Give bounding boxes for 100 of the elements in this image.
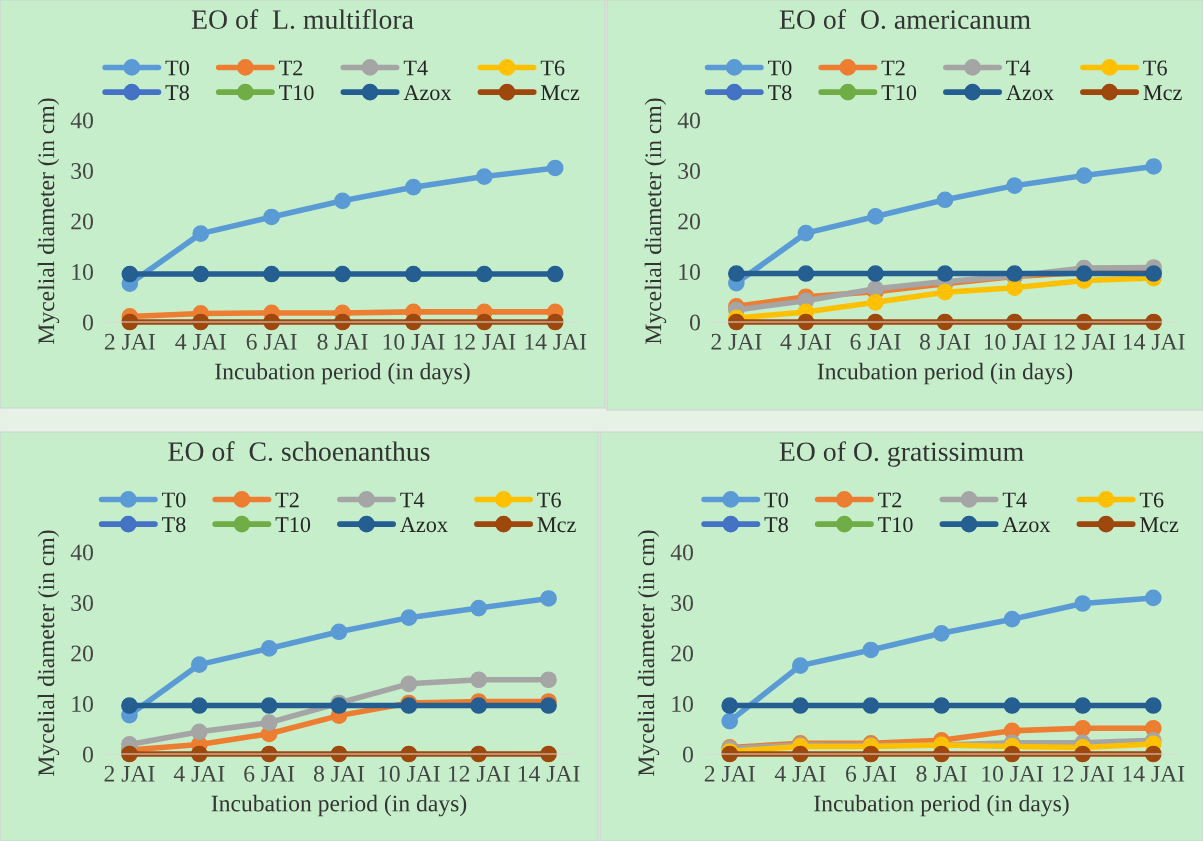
x-tick-label: 12 JAI bbox=[448, 765, 510, 782]
legend-label: T0 bbox=[764, 492, 788, 508]
legend-label: Mcz bbox=[537, 517, 576, 533]
point bbox=[405, 265, 422, 283]
y-tick-label: 20 bbox=[71, 213, 93, 230]
point bbox=[936, 191, 954, 209]
legend-label: T10 bbox=[275, 517, 311, 533]
point bbox=[260, 714, 278, 732]
legend-label: T8 bbox=[764, 517, 788, 533]
legend-label: T10 bbox=[881, 85, 917, 101]
legend-label: T8 bbox=[162, 517, 186, 533]
x-tick-label: 4 JAI bbox=[780, 333, 831, 350]
legend-label: T0 bbox=[165, 60, 189, 76]
point bbox=[190, 723, 208, 741]
point bbox=[470, 599, 488, 617]
x-tick-label: 8 JAI bbox=[313, 765, 365, 782]
x-tick-label: 6 JAI bbox=[850, 333, 901, 350]
y-tick-label: 0 bbox=[689, 314, 700, 331]
point bbox=[862, 697, 880, 714]
y-tick-label: 20 bbox=[71, 645, 93, 662]
point bbox=[263, 208, 280, 226]
point bbox=[728, 265, 745, 282]
point bbox=[540, 590, 557, 607]
x-tick-label: 8 JAI bbox=[919, 333, 971, 350]
legend-label: Azox bbox=[1002, 517, 1051, 533]
point bbox=[862, 641, 880, 659]
x-tick-label: 8 JAI bbox=[916, 765, 967, 782]
y-tick-label: 30 bbox=[678, 162, 700, 179]
point bbox=[721, 697, 739, 714]
legend-label: Mcz bbox=[1140, 517, 1179, 533]
x-tick-label: 6 JAI bbox=[246, 333, 297, 350]
legend-label: T2 bbox=[275, 492, 299, 508]
point bbox=[405, 178, 422, 196]
y-axis-title: Mycelial diameter (in cm) bbox=[37, 98, 60, 344]
point bbox=[867, 293, 884, 311]
x-tick-label: 14 JAI bbox=[518, 765, 580, 782]
x-tick-label: 6 JAI bbox=[244, 765, 295, 782]
point bbox=[470, 671, 488, 689]
chart-title: EO of L. multiflora bbox=[191, 9, 414, 30]
x-tick-label: 4 JAI bbox=[173, 765, 225, 782]
legend-label: T4 bbox=[403, 60, 428, 76]
point bbox=[546, 265, 564, 283]
point bbox=[936, 265, 954, 282]
x-tick-label: 12 JAI bbox=[1054, 333, 1116, 350]
point bbox=[400, 609, 418, 626]
x-tick-label: 12 JAI bbox=[454, 333, 516, 350]
point bbox=[867, 265, 884, 282]
legend-label: T2 bbox=[878, 492, 902, 508]
y-tick-label: 10 bbox=[72, 263, 93, 280]
legend-label: T8 bbox=[768, 85, 792, 101]
point bbox=[470, 697, 488, 714]
legend-label: Azox bbox=[403, 85, 452, 101]
y-tick-label: 0 bbox=[682, 746, 693, 763]
point bbox=[1144, 589, 1162, 607]
point bbox=[330, 623, 348, 641]
legend-label: T6 bbox=[1143, 60, 1167, 76]
legend-label: T0 bbox=[768, 60, 792, 76]
point bbox=[334, 265, 351, 283]
point bbox=[192, 225, 210, 242]
x-tick-label: 2 JAI bbox=[104, 333, 155, 350]
point bbox=[1003, 610, 1021, 628]
chart-title: EO of O. americanum bbox=[779, 9, 1031, 30]
y-tick-label: 0 bbox=[82, 314, 93, 331]
y-tick-label: 30 bbox=[671, 594, 693, 611]
y-tick-label: 40 bbox=[670, 544, 693, 561]
x-axis-title: Incubation period (in days) bbox=[211, 794, 467, 817]
point bbox=[933, 624, 950, 642]
x-tick-label: 14 JAI bbox=[525, 333, 587, 350]
y-tick-label: 30 bbox=[71, 594, 93, 611]
point bbox=[936, 283, 954, 301]
point bbox=[1145, 158, 1162, 175]
point bbox=[475, 265, 493, 283]
point bbox=[797, 224, 815, 242]
legend-label: Azox bbox=[1006, 85, 1054, 101]
x-tick-label: 2 JAI bbox=[104, 765, 155, 782]
y-axis-title: Mycelial diameter (in cm) bbox=[37, 530, 60, 776]
point bbox=[192, 265, 210, 283]
x-tick-label: 10 JAI bbox=[383, 333, 445, 350]
point bbox=[475, 168, 493, 185]
legend-label: T6 bbox=[540, 60, 565, 76]
y-axis-title: Mycelial diameter (in cm) bbox=[644, 98, 667, 344]
point bbox=[1144, 697, 1162, 714]
legend-label: T2 bbox=[881, 60, 905, 76]
x-axis-title: Incubation period (in days) bbox=[215, 362, 470, 385]
point bbox=[334, 192, 351, 210]
legend-label: T10 bbox=[279, 85, 314, 101]
point bbox=[260, 697, 278, 714]
point bbox=[260, 640, 278, 657]
legend-label: T0 bbox=[162, 492, 186, 508]
y-tick-label: 30 bbox=[71, 162, 93, 179]
point bbox=[1003, 697, 1021, 714]
legend-label: T10 bbox=[878, 517, 913, 533]
point bbox=[1074, 697, 1092, 714]
y-tick-label: 10 bbox=[72, 695, 93, 712]
point bbox=[1074, 595, 1092, 612]
point bbox=[540, 671, 557, 689]
x-tick-label: 10 JAI bbox=[379, 765, 440, 782]
x-tick-label: 6 JAI bbox=[846, 765, 896, 782]
point bbox=[190, 697, 208, 714]
point bbox=[540, 697, 557, 714]
